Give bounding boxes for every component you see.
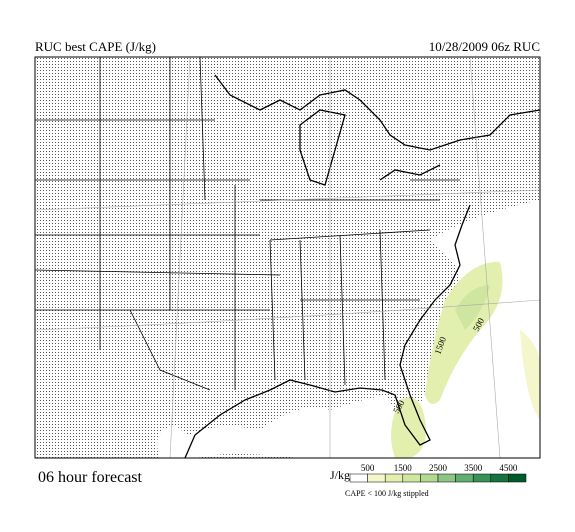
legend-note: CAPE < 100 J/kg stippled [345, 489, 429, 498]
map-title: RUC best CAPE (J/kg) [35, 39, 156, 54]
legend-swatch [349, 473, 368, 483]
legend-swatch [472, 473, 492, 483]
map-area [35, 57, 540, 458]
legend-tick-label: 500 [361, 463, 375, 473]
valid-time: 10/28/2009 06z RUC [429, 39, 540, 54]
legend-swatch [437, 473, 456, 483]
legend-swatch [455, 473, 474, 483]
forecast-label: 06 hour forecast [38, 469, 143, 486]
legend: 500 1500 2500 3500 4500 [349, 463, 527, 483]
legend-tick-label: 4500 [499, 463, 518, 473]
legend-swatch [402, 473, 421, 483]
legend-swatch [490, 473, 509, 483]
legend-swatch [420, 473, 439, 483]
legend-unit: J/kg [330, 468, 350, 482]
legend-tick-label: 2500 [429, 463, 448, 473]
map-frame [34, 56, 541, 459]
legend-swatch [508, 473, 527, 483]
legend-swatch [384, 473, 404, 483]
legend-tick-label: 1500 [394, 463, 413, 473]
legend-tick-label: 3500 [464, 463, 483, 473]
legend-swatch [367, 473, 386, 483]
